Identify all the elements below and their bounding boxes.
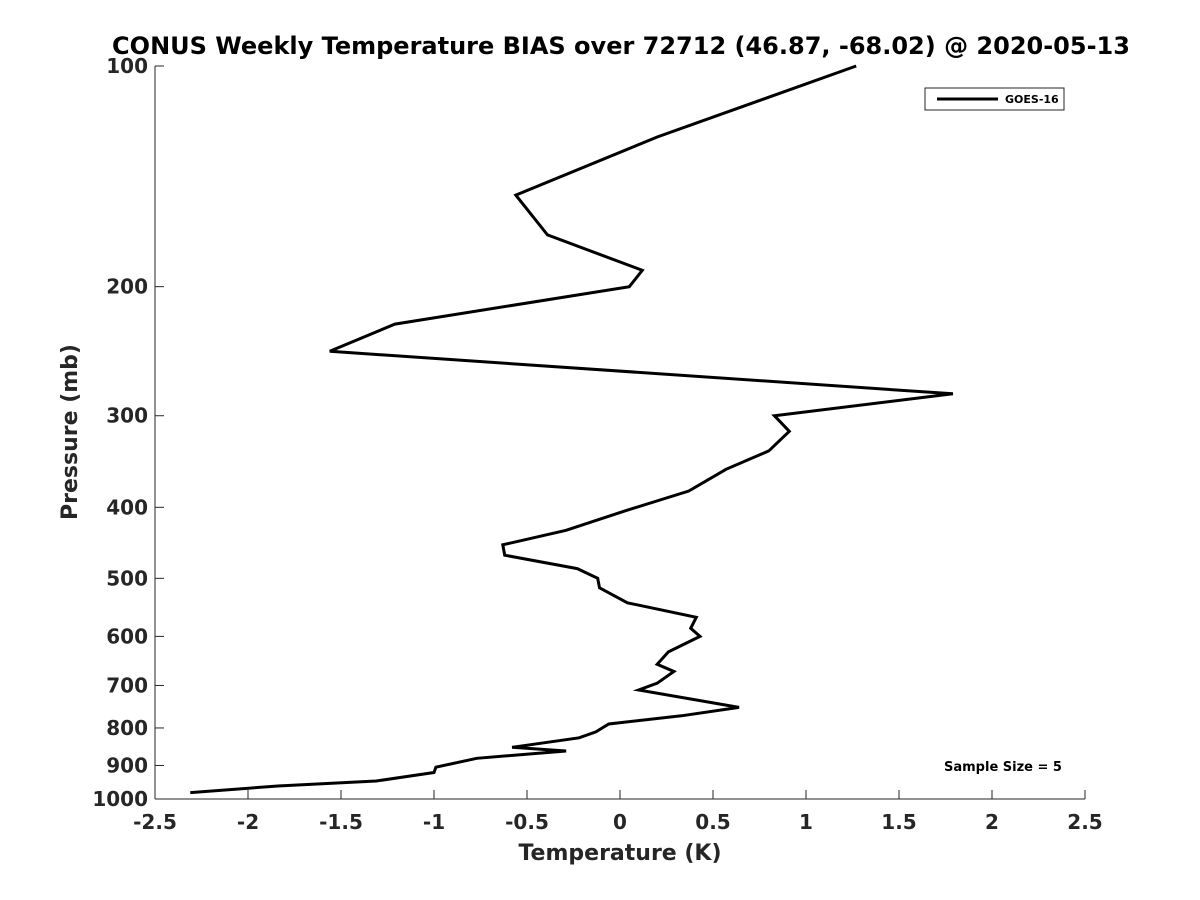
y-tick-label: 900 — [106, 753, 148, 777]
x-tick-label: -1 — [423, 810, 445, 834]
y-tick-label: 700 — [106, 673, 148, 697]
x-tick-label: 1 — [799, 810, 813, 834]
x-tick-label: -1.5 — [319, 810, 363, 834]
y-tick-label: 600 — [106, 624, 148, 648]
y-tick-label: 200 — [106, 275, 148, 299]
chart-title: CONUS Weekly Temperature BIAS over 72712… — [112, 32, 1130, 60]
x-ticks: -2.5 -2 -1.5 -1 -0.5 0 0.5 1 1.5 2 2.5 — [133, 790, 1103, 834]
plot-area: -2.5 -2 -1.5 -1 -0.5 0 0.5 1 1.5 2 2.5 100 200 300 40… — [92, 54, 1102, 834]
y-tick-label: 300 — [106, 404, 148, 428]
y-tick-label: 400 — [106, 495, 148, 519]
y-ticks: 100 200 300 400 500 600 700 800 900 1000 — [92, 54, 164, 811]
legend: GOES-16 — [924, 87, 1065, 111]
x-axis-label: Temperature (K) — [518, 841, 721, 866]
x-tick-label: -2.5 — [133, 810, 177, 834]
y-tick-label: 500 — [106, 566, 148, 590]
x-tick-label: 2.5 — [1067, 810, 1102, 834]
sample-size-annotation: Sample Size = 5 — [944, 760, 1062, 775]
y-tick-label: 1000 — [92, 787, 148, 811]
y-tick-label: 800 — [106, 716, 148, 740]
x-tick-label: 0.5 — [695, 810, 730, 834]
legend-label-goes-16: GOES-16 — [1005, 93, 1059, 106]
series-line-goes-16 — [190, 64, 954, 795]
y-axis-label: Pressure (mb) — [58, 344, 83, 520]
x-tick-label: 1.5 — [881, 810, 916, 834]
x-tick-label: 0 — [613, 810, 627, 834]
x-tick-label: -2 — [237, 810, 259, 834]
x-tick-label: -0.5 — [505, 810, 549, 834]
y-tick-label: 100 — [106, 54, 148, 78]
x-tick-label: 2 — [985, 810, 999, 834]
